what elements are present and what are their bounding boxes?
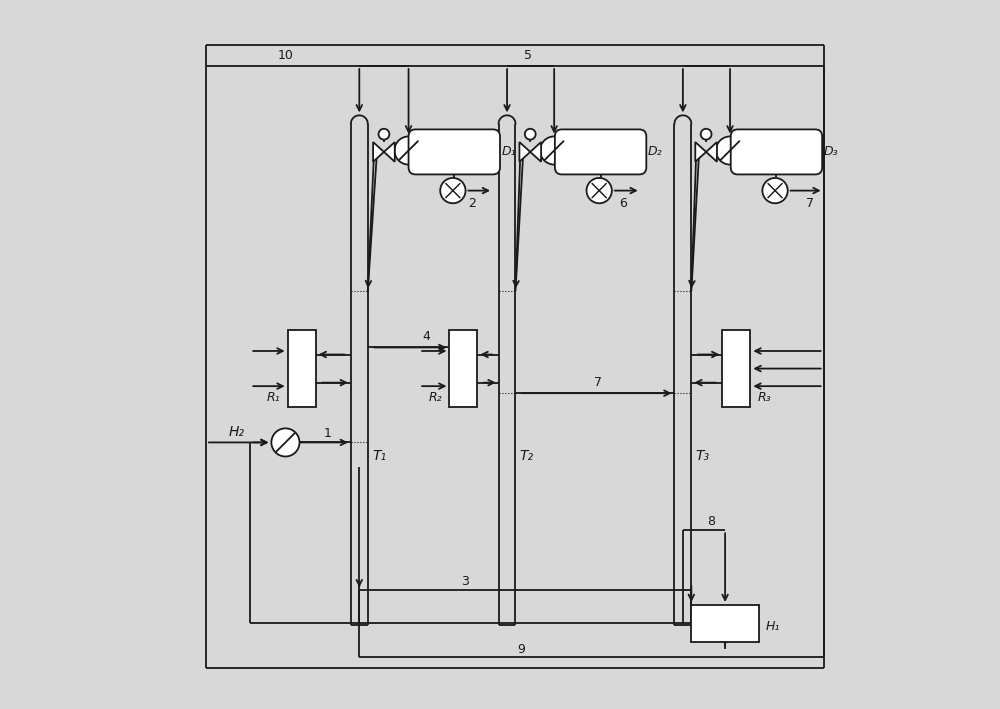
Text: R₃: R₃ — [757, 391, 771, 403]
FancyBboxPatch shape — [731, 130, 822, 174]
FancyBboxPatch shape — [409, 130, 500, 174]
Bar — [449, 330, 477, 407]
Text: H₂: H₂ — [228, 425, 244, 439]
Text: 8: 8 — [707, 515, 715, 528]
Text: 7: 7 — [806, 197, 814, 210]
Text: D₂: D₂ — [648, 145, 662, 158]
Text: 2: 2 — [468, 197, 476, 210]
Bar — [288, 330, 316, 407]
Text: C₃: C₃ — [748, 140, 761, 153]
Circle shape — [394, 136, 423, 164]
Text: 10: 10 — [278, 49, 293, 62]
Circle shape — [701, 129, 712, 140]
Text: H₁: H₁ — [766, 620, 780, 633]
Circle shape — [271, 428, 300, 457]
Polygon shape — [519, 142, 530, 162]
Polygon shape — [373, 142, 384, 162]
Text: 3: 3 — [461, 575, 469, 588]
Text: T₂: T₂ — [520, 450, 534, 464]
Text: D₃: D₃ — [824, 145, 838, 158]
Polygon shape — [384, 142, 395, 162]
Text: 9: 9 — [517, 644, 525, 657]
Text: 1: 1 — [324, 428, 332, 440]
Text: T₁: T₁ — [372, 450, 386, 464]
Polygon shape — [706, 142, 717, 162]
Text: C₂: C₂ — [572, 140, 586, 153]
Bar — [722, 330, 750, 407]
Circle shape — [587, 178, 612, 203]
Circle shape — [540, 136, 568, 164]
Text: C₁: C₁ — [426, 140, 440, 153]
Text: 7: 7 — [594, 376, 602, 389]
Polygon shape — [695, 142, 706, 162]
Text: 5: 5 — [524, 49, 532, 62]
Text: T₃: T₃ — [696, 450, 710, 464]
Text: R₂: R₂ — [429, 391, 442, 403]
Text: D₁: D₁ — [501, 145, 516, 158]
Circle shape — [762, 178, 788, 203]
Text: 4: 4 — [422, 330, 430, 343]
Text: 6: 6 — [619, 197, 627, 210]
Circle shape — [525, 129, 536, 140]
Bar — [691, 605, 759, 642]
Circle shape — [379, 129, 389, 140]
Polygon shape — [530, 142, 541, 162]
Circle shape — [440, 178, 466, 203]
Text: R₁: R₁ — [267, 391, 281, 403]
Circle shape — [716, 136, 744, 164]
Text: 8: 8 — [732, 630, 740, 642]
FancyBboxPatch shape — [555, 130, 646, 174]
